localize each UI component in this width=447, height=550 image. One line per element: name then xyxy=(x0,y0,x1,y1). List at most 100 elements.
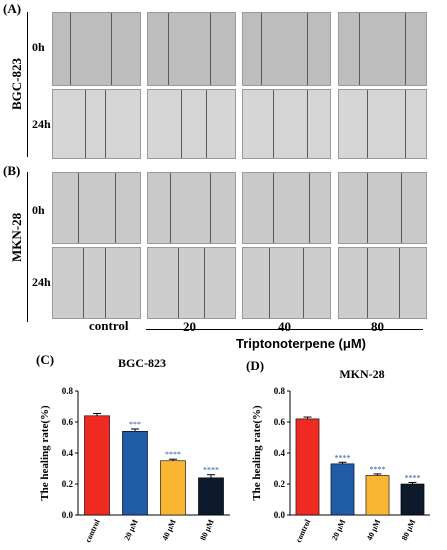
micrograph-b-24h-80 xyxy=(338,247,427,319)
wound-edge-line xyxy=(78,173,79,243)
wound-edge-line xyxy=(401,173,402,243)
y-tick-label: 0.4 xyxy=(274,448,286,458)
wound-edge-line xyxy=(273,90,274,158)
micrograph-a-24h-control xyxy=(52,89,141,159)
y-tick-label: 0.0 xyxy=(274,510,286,520)
wound-edge-line xyxy=(204,248,205,318)
micrograph-a-0h-control xyxy=(52,12,141,86)
wound-edge-line xyxy=(206,90,207,158)
time-label-a-0h: 0h xyxy=(32,40,45,54)
time-label-b-0h: 0h xyxy=(32,203,45,217)
category-label: 20 μM xyxy=(330,518,348,542)
significance-label: **** xyxy=(405,473,421,482)
bar-80-μM xyxy=(400,483,425,516)
wound-edge-line xyxy=(359,13,360,85)
column-label-40: 40 xyxy=(278,319,291,334)
treatment-bracket-line xyxy=(146,329,423,330)
bar-control xyxy=(295,418,320,516)
micrograph-a-0h-20 xyxy=(147,12,236,86)
group-divider-b xyxy=(27,172,28,322)
micrograph-a-0h-40 xyxy=(242,12,331,86)
column-label-80: 80 xyxy=(371,319,384,334)
category-label: 40 μM xyxy=(160,518,178,542)
cell-line-label-bgc823: BGC-823 xyxy=(9,58,24,110)
significance-label: **** xyxy=(370,465,386,474)
time-label-b-24h: 24h xyxy=(32,275,51,289)
bar-control xyxy=(84,415,110,516)
panel-label-a: (A) xyxy=(3,1,22,16)
group-divider-a xyxy=(27,12,28,157)
wound-edge-line xyxy=(181,90,182,158)
wound-edge-line xyxy=(168,13,169,85)
wound-edge-line xyxy=(111,13,112,85)
category-label: 40 μM xyxy=(365,518,383,542)
y-tick-label: 0.2 xyxy=(62,479,74,489)
micrograph-a-0h-80 xyxy=(338,12,427,86)
micrograph-a-24h-20 xyxy=(147,89,236,159)
column-label-20: 20 xyxy=(183,319,196,334)
bar-40-μM xyxy=(365,475,390,516)
treatment-axis-label: Triptonoterpene (μM) xyxy=(236,336,366,351)
time-label-a-24h: 24h xyxy=(32,117,51,131)
y-tick-label: 0.0 xyxy=(62,510,74,520)
chart-title: MKN-28 xyxy=(339,367,384,381)
y-tick-label: 0.6 xyxy=(274,417,286,427)
chart-c: (C) BGC-823 0.0 0.2 0.4 0.6 0.8 The healing rat… xyxy=(36,352,230,544)
y-tick-label: 0.8 xyxy=(62,386,74,396)
wound-edge-line xyxy=(303,248,304,318)
wound-edge-line xyxy=(210,173,211,243)
wound-edge-line xyxy=(178,248,179,318)
wound-edge-line xyxy=(309,173,310,243)
category-label: 20 μM xyxy=(122,518,140,542)
micrograph-a-24h-80 xyxy=(338,89,427,159)
chart-d: (D) MKN-28 0.0 0.2 0.4 0.6 0.8 The healing rate… xyxy=(246,358,430,544)
panel-label-b: (B) xyxy=(3,163,21,178)
wound-edge-line xyxy=(105,248,106,318)
wound-edge-line xyxy=(210,13,211,85)
wound-edge-line xyxy=(307,90,308,158)
wound-edge-line xyxy=(170,173,171,243)
wound-edge-line xyxy=(367,90,368,158)
bar-charts-svg: (C) BGC-823 0.0 0.2 0.4 0.6 0.8 The healing rat… xyxy=(36,352,430,544)
wound-edge-line xyxy=(273,173,274,243)
chart-title: BGC-823 xyxy=(118,356,166,370)
wound-edge-line xyxy=(307,13,308,85)
category-label: control xyxy=(83,517,102,544)
micrograph-b-24h-control xyxy=(52,247,141,319)
wound-edge-line xyxy=(367,248,368,318)
wound-edge-line xyxy=(85,90,86,158)
significance-label: *** xyxy=(129,420,141,429)
category-label: control xyxy=(294,517,313,544)
category-label: 80 μM xyxy=(198,518,216,542)
panel-label-d: (D) xyxy=(246,358,264,373)
panel-label-c: (C) xyxy=(36,352,54,367)
column-label-control: control xyxy=(89,318,129,333)
micrograph-b-0h-control xyxy=(52,172,141,244)
wound-edge-line xyxy=(70,13,71,85)
wound-edge-line xyxy=(261,13,262,85)
y-tick-label: 0.2 xyxy=(274,479,286,489)
bar-20-μM xyxy=(122,431,148,516)
wound-edge-line xyxy=(105,90,106,158)
y-tick-label: 0.8 xyxy=(274,386,286,396)
micrograph-b-0h-20 xyxy=(147,172,236,244)
y-axis-label: The healing rate(%) xyxy=(251,405,263,501)
wound-edge-line xyxy=(115,173,116,243)
cell-line-label-mkn28: MKN-28 xyxy=(9,212,24,262)
micrograph-a-24h-40 xyxy=(242,89,331,159)
micrograph-b-24h-40 xyxy=(242,247,331,319)
micrograph-b-24h-20 xyxy=(147,247,236,319)
y-tick-label: 0.4 xyxy=(62,448,74,458)
micrograph-b-0h-80 xyxy=(338,172,427,244)
micrograph-b-0h-40 xyxy=(242,172,331,244)
wound-edge-line xyxy=(83,248,84,318)
significance-label: **** xyxy=(203,466,219,475)
significance-label: **** xyxy=(165,450,181,459)
wound-edge-line xyxy=(269,248,270,318)
wound-edge-line xyxy=(399,248,400,318)
wound-edge-line xyxy=(367,173,368,243)
bar-40-μM xyxy=(160,460,186,516)
y-tick-label: 0.6 xyxy=(62,417,74,427)
wound-edge-line xyxy=(405,90,406,158)
wound-edge-line xyxy=(405,13,406,85)
